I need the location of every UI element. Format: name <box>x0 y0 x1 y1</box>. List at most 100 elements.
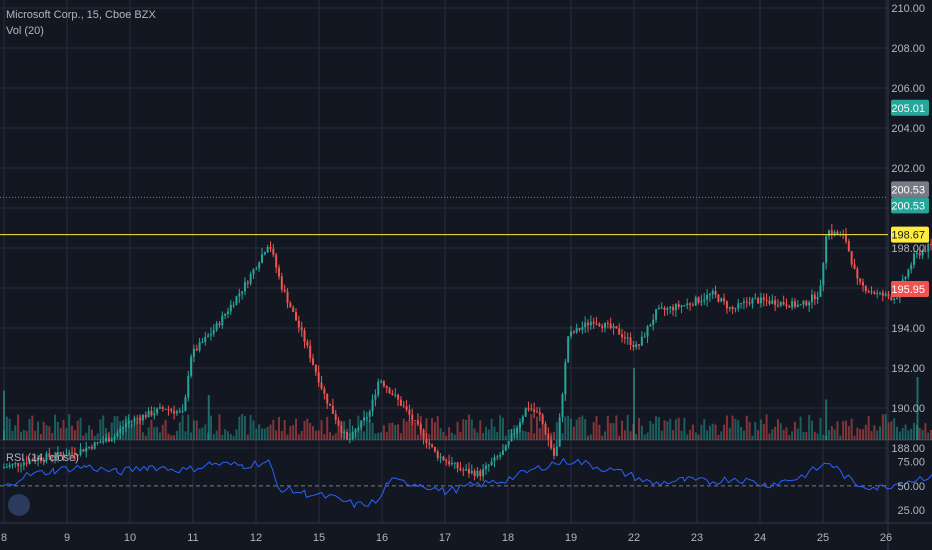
candle-body <box>647 327 649 337</box>
candle-body <box>165 409 167 410</box>
volume-bar <box>34 431 36 440</box>
rsi-indicator-label[interactable]: RSI (14, close) <box>6 452 79 464</box>
candle-body <box>598 324 600 326</box>
volume-bar <box>723 425 725 440</box>
candle-body <box>610 324 612 328</box>
candle-body <box>763 297 765 300</box>
volume-bar <box>683 418 685 440</box>
candle-body <box>905 277 907 279</box>
rsi-tick: 75.00 <box>897 457 925 469</box>
volume-bar <box>182 415 184 440</box>
volume-bar <box>199 429 201 440</box>
volume-bar <box>788 435 790 440</box>
candle-body <box>726 301 728 308</box>
price-tick: 190.00 <box>891 403 925 415</box>
candle-body <box>153 413 155 415</box>
candle-body <box>190 357 192 376</box>
volume-bar <box>924 423 926 440</box>
candle-body <box>479 471 481 476</box>
volume-bar <box>397 424 399 440</box>
time-tick: 24 <box>754 532 766 544</box>
candle-body <box>386 386 388 388</box>
candle-body <box>394 395 396 396</box>
candle-body <box>882 293 884 296</box>
price-tick: 204.00 <box>891 123 925 135</box>
candle-body <box>751 298 753 303</box>
candle-body <box>635 344 637 347</box>
volume-bar <box>746 416 748 440</box>
volume-bar <box>491 419 493 440</box>
volume-bar <box>312 426 314 440</box>
candle-body <box>88 447 90 448</box>
volume-bar <box>822 435 824 440</box>
candle-body <box>703 300 705 301</box>
volume-bar <box>287 435 289 440</box>
candle-body <box>797 305 799 307</box>
time-tick: 23 <box>691 532 703 544</box>
volume-bar <box>437 416 439 440</box>
volume-bar <box>264 429 266 440</box>
time-tick: 9 <box>64 532 70 544</box>
volume-bar <box>37 422 39 440</box>
candle-body <box>80 449 82 455</box>
candle-body <box>349 439 351 440</box>
candle-body <box>114 436 116 439</box>
volume-bar <box>383 425 385 440</box>
candle-body <box>785 304 787 306</box>
volume-bar <box>771 429 773 440</box>
volume-bar <box>890 421 892 440</box>
volume-bar <box>196 420 198 440</box>
volume-bar <box>604 431 606 440</box>
volume-bar <box>666 421 668 440</box>
candle-body <box>615 326 617 328</box>
candle-body <box>235 296 237 304</box>
volume-bar <box>323 434 325 440</box>
candle-body <box>400 400 402 406</box>
candle-body <box>644 337 646 338</box>
volume-bar <box>298 434 300 440</box>
volume-bar <box>522 430 524 440</box>
volume-bar <box>539 428 541 440</box>
candle-body <box>448 461 450 464</box>
candle-body <box>128 421 130 423</box>
candle-body <box>309 346 311 359</box>
candle-body <box>700 301 702 303</box>
candle-body <box>754 298 756 299</box>
volume-bar <box>505 436 507 440</box>
volume-bar <box>664 420 666 440</box>
candle-body <box>859 278 861 282</box>
candle-body <box>318 372 320 382</box>
volume-bar <box>391 423 393 440</box>
candle-body <box>210 334 212 336</box>
volume-bar <box>150 420 152 440</box>
volume-bar <box>338 425 340 440</box>
time-tick: 11 <box>187 532 198 544</box>
volume-bar <box>428 434 430 440</box>
candle-body <box>346 432 348 439</box>
candle-body <box>621 334 623 337</box>
volume-bar <box>868 416 870 440</box>
candle-body <box>760 297 762 303</box>
candle-body <box>94 442 96 448</box>
candle-body <box>791 301 793 307</box>
volume-bar <box>462 419 464 440</box>
volume-bar <box>819 418 821 440</box>
symbol-title[interactable]: Microsoft Corp., 15, Cboe BZX <box>6 9 156 21</box>
volume-bar <box>65 428 67 440</box>
candle-body <box>774 300 776 305</box>
volume-spike <box>825 400 827 441</box>
volume-indicator-label[interactable]: Vol (20) <box>6 25 44 37</box>
candle-body <box>287 291 289 302</box>
candle-body <box>712 291 714 294</box>
price-label: 200.53 <box>891 184 925 196</box>
candle-body <box>519 422 521 427</box>
candle-body <box>768 301 770 304</box>
volume-bar <box>794 422 796 440</box>
volume-bar <box>187 415 189 440</box>
volume-bar <box>329 432 331 440</box>
volume-bar <box>593 422 595 440</box>
volume-bar <box>380 432 382 440</box>
candle-body <box>618 329 620 335</box>
tradingview-logo-icon[interactable] <box>8 494 30 516</box>
